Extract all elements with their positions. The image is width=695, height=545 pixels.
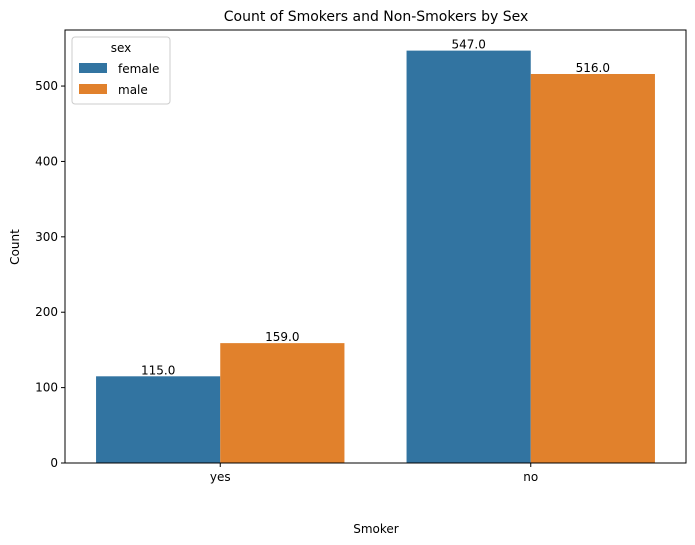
- legend-swatch-female: [79, 63, 107, 73]
- data-label-no-male: 516.0: [576, 61, 610, 75]
- bar-yes-male: [220, 343, 345, 463]
- x-tick-label-no: no: [523, 470, 538, 484]
- y-tick-label-400: 400: [35, 154, 58, 168]
- plot-area: 115.0 159.0 547.0 516.0 0 100 200 300 400 500 ye…: [35, 29, 687, 484]
- y-tick-label-200: 200: [35, 305, 58, 319]
- y-tick-label-300: 300: [35, 230, 58, 244]
- bar-yes-female: [96, 376, 221, 463]
- plot-frame: [64, 29, 687, 464]
- data-label-yes-female: 115.0: [141, 363, 175, 377]
- data-label-no-female: 547.0: [451, 38, 485, 52]
- bar-no-male: [530, 73, 655, 464]
- x-tick-label-yes: yes: [210, 470, 231, 484]
- legend-title: sex: [111, 41, 132, 55]
- y-tick-label-500: 500: [35, 79, 58, 93]
- data-labels: 115.0 159.0 547.0 516.0: [141, 38, 610, 378]
- bar-no-female: [406, 50, 531, 463]
- y-axis-label: Count: [8, 229, 22, 265]
- x-axis-ticks: yes no: [210, 463, 538, 484]
- y-axis-ticks: 0 100 200 300 400 500: [35, 79, 65, 470]
- y-tick-label-0: 0: [50, 456, 58, 470]
- legend: sex female male: [71, 36, 171, 105]
- legend-label-female: female: [118, 62, 159, 76]
- data-label-yes-male: 159.0: [265, 330, 299, 344]
- y-tick-label-100: 100: [35, 381, 58, 395]
- legend-swatch-male: [79, 84, 107, 94]
- chart-title: Count of Smokers and Non-Smokers by Sex: [224, 9, 529, 25]
- x-axis-label: Smoker: [353, 522, 399, 536]
- legend-label-male: male: [118, 83, 148, 97]
- bars: [96, 50, 655, 464]
